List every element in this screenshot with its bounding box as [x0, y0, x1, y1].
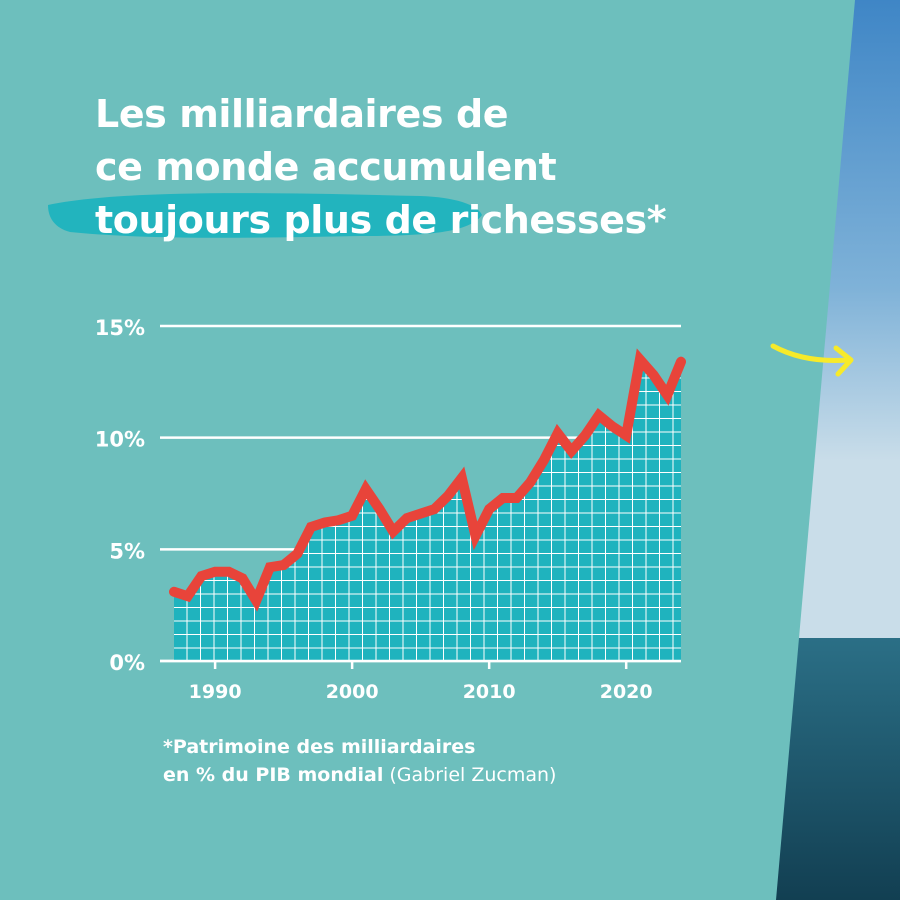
page-title: Les milliardaires de ce monde accumulent… [95, 88, 855, 247]
series-line [169, 348, 686, 612]
area-fill [174, 359, 681, 661]
x-tick-label: 2010 [463, 681, 516, 703]
y-tick-label: 0% [109, 651, 145, 675]
title-line-3: toujours plus de richesses* [95, 198, 667, 242]
title-line-2: ce monde accumulent [95, 145, 557, 189]
y-tick-label: 15% [95, 316, 145, 340]
footnote-line-2: en % du PIB mondial [163, 764, 384, 786]
x-tick-label: 1990 [189, 681, 242, 703]
footnote-source: (Gabriel Zucman) [389, 764, 557, 786]
arrow-right-icon [770, 343, 854, 377]
footnote: *Patrimoine des milliardaires en % du PI… [163, 733, 556, 789]
x-tick-label: 2020 [600, 681, 653, 703]
title-line-1: Les milliardaires de [95, 92, 509, 136]
y-tick-label: 10% [95, 428, 145, 452]
footnote-line-1: *Patrimoine des milliardaires [163, 736, 476, 758]
brush-stroke-highlight [48, 193, 482, 238]
x-tick-label: 2000 [326, 681, 379, 703]
y-tick-label: 5% [109, 539, 145, 563]
